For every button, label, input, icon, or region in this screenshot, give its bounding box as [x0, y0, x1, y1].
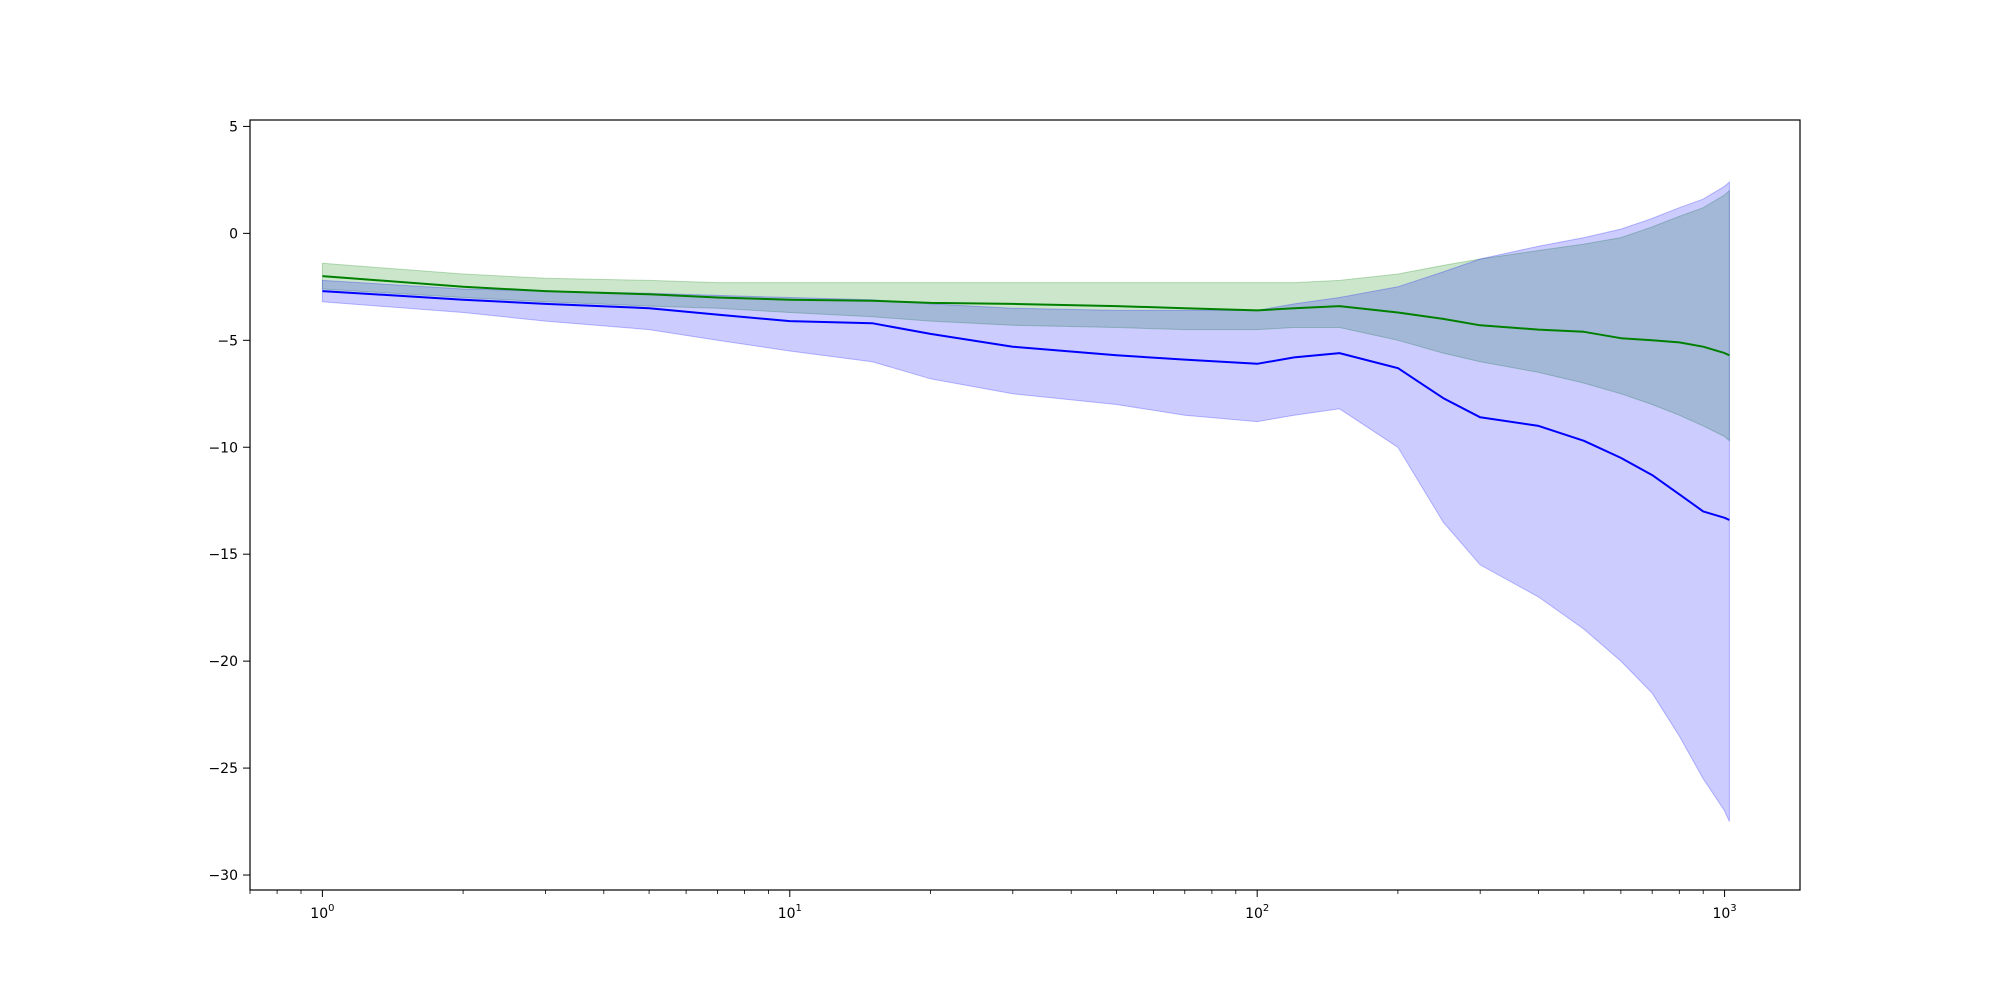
y-tick-label: 0 — [229, 226, 238, 242]
y-tick-label: −15 — [208, 547, 238, 563]
y-tick-label: 5 — [229, 119, 238, 135]
x-tick-label: 101 — [778, 903, 802, 922]
x-tick-label: 103 — [1712, 903, 1736, 922]
y-tick-label: −30 — [208, 868, 238, 884]
confidence-bands — [321, 180, 1730, 822]
plot-frame — [249, 119, 1801, 891]
y-tick-label: −5 — [217, 333, 238, 349]
line-series-0 — [322, 275, 1730, 357]
line-series-1 — [322, 290, 1730, 521]
y-tick-label: −25 — [208, 761, 238, 777]
band-series-1 — [321, 180, 1730, 822]
y-axis: 5 0 −5 −10 −15 −20 −25 −30 — [208, 119, 250, 884]
mean-lines — [322, 275, 1730, 521]
x-axis: 100 101 102 103 — [249, 890, 1737, 922]
x-tick-label: 100 — [310, 903, 334, 922]
y-tick-label: −20 — [208, 654, 238, 670]
y-tick-label: −10 — [208, 440, 238, 456]
x-tick-label: 102 — [1245, 903, 1269, 922]
band-series-0 — [321, 189, 1730, 442]
